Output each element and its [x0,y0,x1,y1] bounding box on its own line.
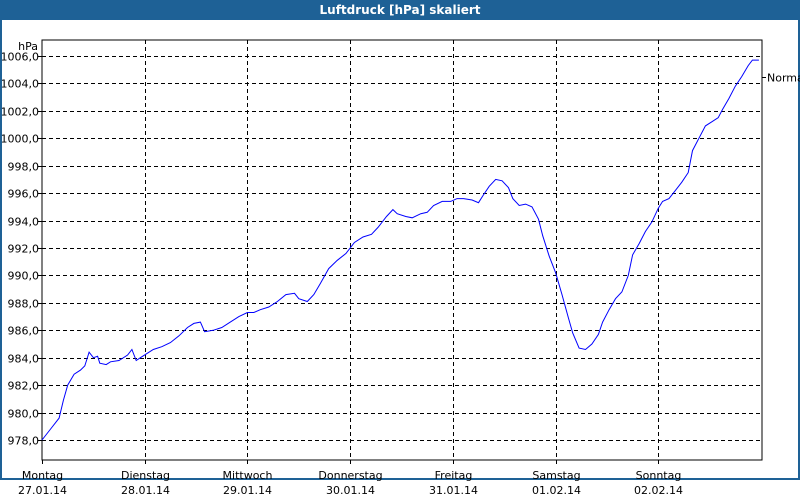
x-tick-date-label: 02.02.14 [634,484,683,497]
plot-frame [41,39,763,461]
x-tick-day-label: Dienstag [121,469,170,482]
x-tick-date-label: 30.01.14 [326,484,375,497]
x-tick-date-label: 28.01.14 [121,484,170,497]
y-tick-label: 990,0 [8,270,40,283]
x-tick-date-label: 27.01.14 [18,484,67,497]
x-tick-day-label: Sonntag [636,469,682,482]
y-tick-label: 988,0 [8,298,40,311]
y-axis-unit: hPa [18,40,38,53]
y-tick-label: 980,0 [8,408,40,421]
x-tick-date-label: 31.01.14 [429,484,478,497]
x-tick-day-label: Samstag [532,469,580,482]
window-title: Luftdruck [hPa] skaliert [2,0,798,20]
y-tick-label: 1004,0 [2,78,39,91]
x-tick-day-label: Mittwoch [223,469,273,482]
x-tick-day-label: Freitag [435,469,473,482]
y-tick-label: 978,0 [8,435,40,448]
y-tick-label: 1002,0 [2,106,39,119]
x-tick-day-label: Montag [22,469,63,482]
x-tick-day-label: Donnerstag [318,469,382,482]
y-tick-label: 1006,0 [2,51,39,64]
y-tick-label: 996,0 [8,188,40,201]
y-tick-label: 982,0 [8,380,40,393]
x-tick-date-label: 01.02.14 [532,484,581,497]
x-tick-date-label: 29.01.14 [223,484,272,497]
y-tick-label: 994,0 [8,216,40,229]
y-tick-label: 1000,0 [2,133,39,146]
grid [42,40,762,460]
reference-label: Normal [767,72,800,85]
pressure-line [41,59,759,441]
y-tick-label: 998,0 [8,161,40,174]
y-tick-label: 984,0 [8,353,40,366]
y-tick-label: 986,0 [8,325,40,338]
y-tick-label: 992,0 [8,243,40,256]
